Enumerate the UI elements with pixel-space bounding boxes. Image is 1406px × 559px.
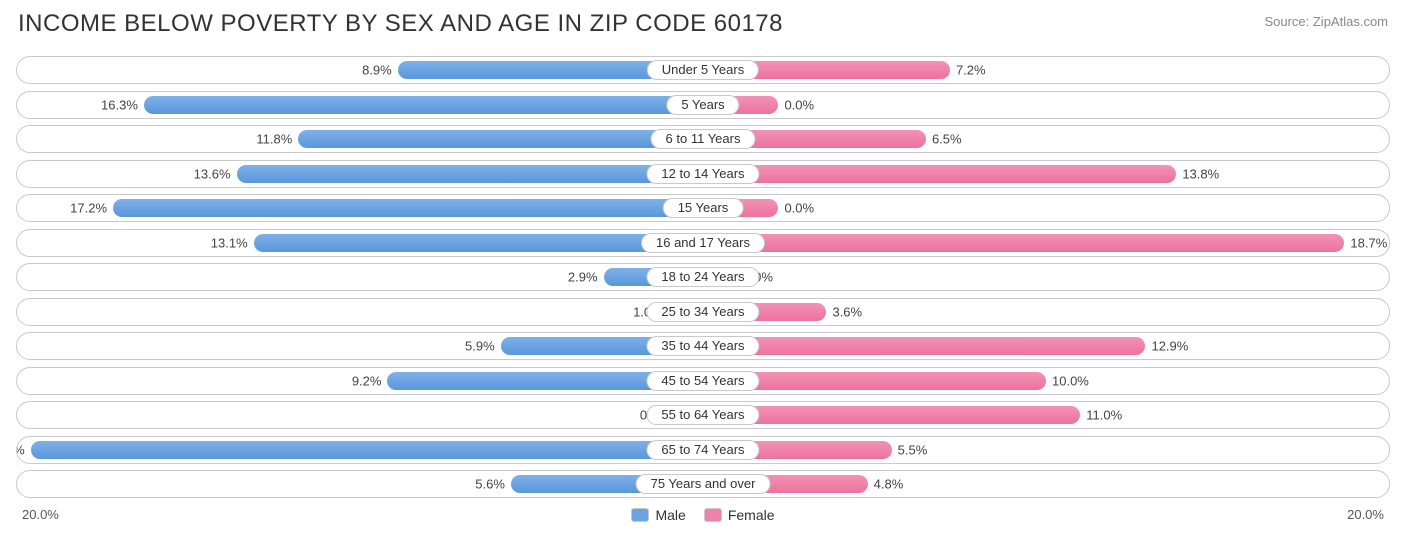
poverty-chart: INCOME BELOW POVERTY BY SEX AND AGE IN Z… (0, 0, 1406, 559)
category-label: 55 to 64 Years (646, 405, 759, 425)
male-swatch-icon (631, 508, 649, 522)
category-label: 45 to 54 Years (646, 371, 759, 391)
male-bar: 16.3% (144, 96, 703, 114)
female-value-label: 10.0% (1046, 373, 1089, 388)
female-swatch-icon (704, 508, 722, 522)
axis-right-label: 20.0% (1347, 507, 1384, 522)
chart-rows: 8.9% 7.2% Under 5 Years 16.3% 0.0% 5 Years 11.… (14, 56, 1392, 498)
chart-row: 9.2% 10.0% 45 to 54 Years (16, 367, 1390, 395)
male-bar: 13.6% (237, 165, 703, 183)
male-value-label: 5.9% (465, 339, 501, 354)
male-bar: 19.6% (31, 441, 703, 459)
male-bar: 13.1% (254, 234, 703, 252)
female-value-label: 7.2% (950, 63, 986, 78)
female-bar: 18.7% (703, 234, 1344, 252)
legend-female: Female (704, 507, 775, 523)
chart-header: INCOME BELOW POVERTY BY SEX AND AGE IN Z… (14, 10, 1392, 38)
chart-row: 5.9%12.9%35 to 44 Years (16, 332, 1390, 360)
chart-title: INCOME BELOW POVERTY BY SEX AND AGE IN Z… (18, 10, 783, 38)
category-label: 6 to 11 Years (651, 129, 756, 149)
category-label: 12 to 14 Years (646, 164, 759, 184)
chart-row: 13.1%18.7%16 and 17 Years (16, 229, 1390, 257)
category-label: 25 to 34 Years (646, 302, 759, 322)
legend-female-label: Female (728, 507, 775, 523)
female-value-label: 4.8% (868, 477, 904, 492)
category-label: 65 to 74 Years (646, 440, 759, 460)
male-value-label: 16.3% (101, 97, 144, 112)
chart-row: 2.9%1.0%18 to 24 Years (16, 263, 1390, 291)
chart-row: 11.8% 6.5% 6 to 11 Years (16, 125, 1390, 153)
category-label: Under 5 Years (647, 60, 759, 80)
legend-male-label: Male (655, 507, 685, 523)
legend-male: Male (631, 507, 685, 523)
category-label: 75 Years and over (636, 474, 771, 494)
female-bar: 12.9% (703, 337, 1145, 355)
male-value-label: 8.9% (362, 63, 398, 78)
category-label: 35 to 44 Years (646, 336, 759, 356)
category-label: 16 and 17 Years (641, 233, 765, 253)
legend: Male Female (631, 507, 774, 523)
female-value-label: 6.5% (926, 132, 962, 147)
male-bar: 17.2% (113, 199, 703, 217)
female-value-label: 11.0% (1080, 408, 1122, 423)
male-value-label: 5.6% (475, 477, 511, 492)
axis-row: 20.0% Male Female 20.0% (14, 505, 1392, 523)
female-value-label: 12.9% (1145, 339, 1188, 354)
male-bar: 11.8% (298, 130, 703, 148)
category-label: 5 Years (666, 95, 739, 115)
chart-row: 16.3% 0.0% 5 Years (16, 91, 1390, 119)
male-value-label: 9.2% (352, 373, 388, 388)
category-label: 15 Years (663, 198, 744, 218)
chart-row: 8.9% 7.2% Under 5 Years (16, 56, 1390, 84)
female-value-label: 0.0% (778, 201, 814, 216)
male-value-label: 2.9% (568, 270, 604, 285)
chart-row: 13.6%13.8%12 to 14 Years (16, 160, 1390, 188)
chart-row: 5.6% 4.8% 75 Years and over (16, 470, 1390, 498)
female-value-label: 13.8% (1176, 166, 1219, 181)
chart-row: 0.59%11.0%55 to 64 Years (16, 401, 1390, 429)
axis-left-label: 20.0% (22, 507, 59, 522)
female-bar: 11.0% (703, 406, 1080, 424)
chart-source: Source: ZipAtlas.com (1264, 10, 1388, 29)
chart-row: 19.6% 5.5% 65 to 74 Years (16, 436, 1390, 464)
male-value-label: 13.1% (211, 235, 254, 250)
chart-row: 1.0%3.6%25 to 34 Years (16, 298, 1390, 326)
chart-row: 17.2% 0.0% 15 Years (16, 194, 1390, 222)
male-value-label: 17.2% (70, 201, 113, 216)
female-value-label: 3.6% (826, 304, 862, 319)
category-label: 18 to 24 Years (646, 267, 759, 287)
female-value-label: 5.5% (892, 442, 928, 457)
male-value-label: 19.6% (16, 442, 31, 457)
female-value-label: 0.0% (778, 97, 814, 112)
male-value-label: 13.6% (194, 166, 237, 181)
female-bar: 13.8% (703, 165, 1176, 183)
female-value-label: 18.7% (1344, 235, 1387, 250)
male-value-label: 11.8% (256, 132, 298, 147)
